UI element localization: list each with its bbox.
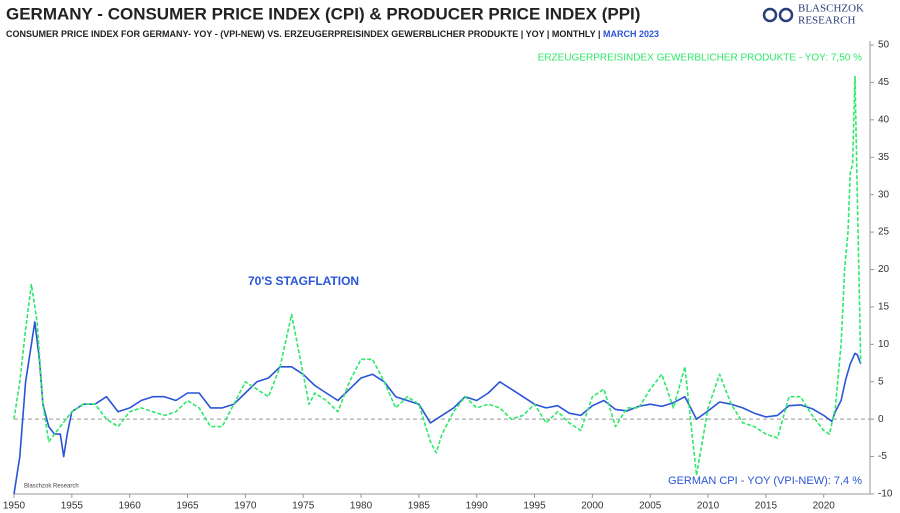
y-tick-label: 10 xyxy=(878,339,890,350)
y-tick-label: 0 xyxy=(878,414,884,425)
y-tick-label: 20 xyxy=(878,264,890,275)
subtitle-text: CONSUMER PRICE INDEX FOR GERMANY- YOY - … xyxy=(6,29,600,39)
y-tick-label: 45 xyxy=(878,77,890,88)
chart-title: GERMANY - CONSUMER PRICE INDEX (CPI) & P… xyxy=(6,4,640,23)
x-tick-label: 2020 xyxy=(813,501,836,512)
y-tick-label: -10 xyxy=(878,489,893,500)
x-tick-label: 1965 xyxy=(176,501,199,512)
x-tick-label: 1975 xyxy=(292,501,315,512)
y-tick-label: 50 xyxy=(878,40,890,51)
x-tick-label: 1985 xyxy=(408,501,431,512)
x-tick-label: 2010 xyxy=(697,501,720,512)
logo: BLASCHZOK RESEARCH xyxy=(762,3,864,27)
chart-subtitle: CONSUMER PRICE INDEX FOR GERMANY- YOY - … xyxy=(6,29,659,39)
y-tick-label: 40 xyxy=(878,114,890,125)
x-tick-label: 1960 xyxy=(119,501,142,512)
series-line xyxy=(13,75,862,477)
x-tick-label: 1980 xyxy=(350,501,373,512)
x-tick-label: 1970 xyxy=(234,501,257,512)
y-tick-label: 15 xyxy=(878,302,890,313)
logo-text: BLASCHZOK xyxy=(798,3,864,15)
series-line xyxy=(13,321,862,495)
y-tick-label: 25 xyxy=(878,227,890,238)
x-tick-label: 1995 xyxy=(523,501,546,512)
watermark: Blaschzok Research xyxy=(24,484,79,490)
x-tick-label: 1955 xyxy=(61,501,84,512)
annotation: GERMAN CPI - YOY (VPI-NEW): 7,4 % xyxy=(668,475,862,487)
subtitle-date: MARCH 2023 xyxy=(603,29,659,39)
logo-text: RESEARCH xyxy=(798,15,856,27)
logo-icon xyxy=(778,7,794,23)
y-tick-label: -5 xyxy=(878,451,887,462)
annotation: ERZEUGERPREISINDEX GEWERBLICHER PRODUKTE… xyxy=(538,53,862,64)
y-tick-label: 30 xyxy=(878,189,890,200)
logo-icon xyxy=(762,7,778,23)
x-tick-label: 2005 xyxy=(639,501,662,512)
annotation: 70'S STAGFLATION xyxy=(248,274,359,288)
x-tick-label: 2015 xyxy=(755,501,778,512)
x-tick-label: 1950 xyxy=(3,501,26,512)
x-tick-label: 1990 xyxy=(466,501,489,512)
x-tick-label: 2000 xyxy=(581,501,604,512)
y-tick-label: 5 xyxy=(878,376,884,387)
y-tick-label: 35 xyxy=(878,152,890,163)
